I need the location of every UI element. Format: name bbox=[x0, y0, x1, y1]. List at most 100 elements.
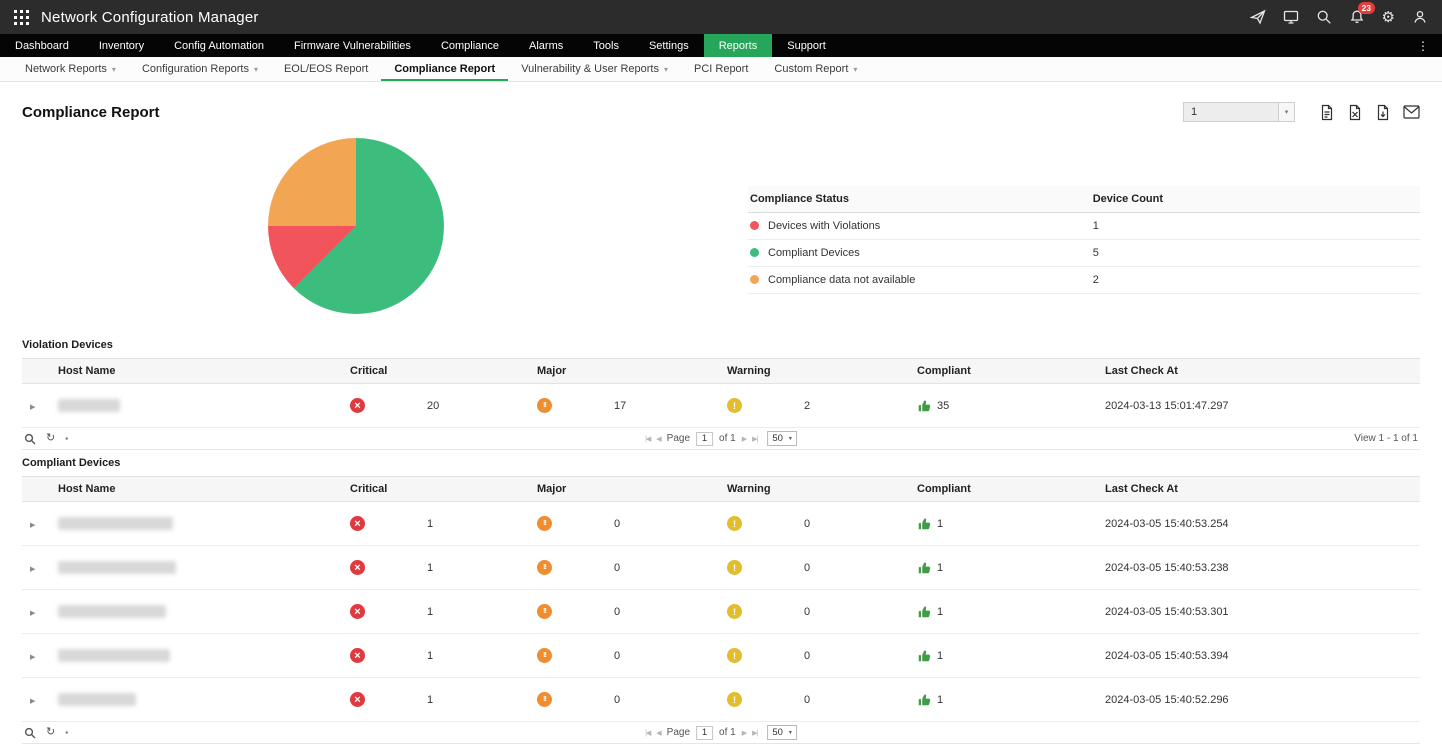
row-expand-icon[interactable]: ▶ bbox=[30, 565, 36, 573]
user-profile-icon[interactable] bbox=[1412, 9, 1428, 25]
critical-count: 1 bbox=[427, 693, 434, 706]
report-schedule-select[interactable]: 1 bbox=[1183, 102, 1279, 122]
warning-icon: ! bbox=[727, 560, 742, 575]
col-last-check-at: Last Check At bbox=[1097, 358, 1420, 384]
send-feedback-icon[interactable] bbox=[1249, 9, 1266, 25]
table-columns-icon[interactable]: ▪ bbox=[65, 728, 69, 737]
chevron-down-icon: ▾ bbox=[853, 64, 858, 74]
search-icon[interactable] bbox=[1316, 9, 1332, 25]
nav-item-settings[interactable]: Settings bbox=[648, 39, 689, 52]
nav-item-inventory[interactable]: Inventory bbox=[98, 39, 145, 52]
next-page-button[interactable]: ▶ bbox=[741, 729, 747, 737]
export-csv-icon[interactable] bbox=[1375, 104, 1391, 121]
subnav-item-vulnerability-user-reports[interactable]: Vulnerability & User Reports ▾ bbox=[508, 57, 681, 81]
nav-item-support[interactable]: Support bbox=[787, 39, 826, 52]
host-name-redacted bbox=[58, 605, 166, 618]
last-page-button[interactable]: ▶| bbox=[752, 729, 758, 737]
nav-item-config-automation[interactable]: Config Automation bbox=[174, 39, 264, 52]
next-page-button[interactable]: ▶ bbox=[741, 435, 747, 443]
subnav-item-custom-report[interactable]: Custom Report ▾ bbox=[761, 57, 870, 81]
col-warning: Warning bbox=[719, 476, 909, 502]
prev-page-button[interactable]: ◀ bbox=[656, 435, 661, 443]
compliant-count: 1 bbox=[937, 693, 944, 706]
subnav-item-eol-eos-report[interactable]: EOL/EOS Report bbox=[271, 57, 381, 81]
compliant-table-toolbar: ↻ ▪ |◀ ◀ Page 1 of 1 ▶ ▶| 50 ▾ bbox=[22, 722, 1420, 744]
table-columns-icon[interactable]: ▪ bbox=[65, 434, 69, 443]
critical-count: 1 bbox=[427, 517, 434, 530]
app-grid-icon[interactable] bbox=[14, 9, 29, 25]
compliance-chart-area: Compliance Status Device Count Devices w… bbox=[0, 126, 1442, 332]
critical-icon: × bbox=[350, 648, 365, 663]
notifications-bell-icon[interactable]: 23 bbox=[1349, 2, 1375, 25]
table-refresh-icon[interactable]: ↻ bbox=[46, 432, 56, 444]
major-count: 0 bbox=[614, 605, 621, 618]
nav-item-tools[interactable]: Tools bbox=[593, 39, 619, 52]
page-size-select[interactable]: 50 ▾ bbox=[767, 431, 797, 446]
violation-devices-title: Violation Devices bbox=[22, 339, 113, 351]
compliant-count: 1 bbox=[937, 605, 944, 618]
legend-color-dot bbox=[750, 275, 759, 284]
export-pdf-icon[interactable] bbox=[1319, 104, 1335, 121]
compliant-table-body: ▶ × 1!! 0! 0 1 2024-03-05 15:40:53.254 ▶ × 1!! 0! 0… bbox=[22, 501, 1420, 722]
subnav-item-label: Compliance Report bbox=[394, 63, 496, 75]
export-xls-icon[interactable] bbox=[1347, 104, 1363, 121]
major-count: 0 bbox=[614, 649, 621, 662]
main-nav-items: Dashboard Inventory Config Automation Firmw… bbox=[0, 34, 841, 57]
row-expand-icon[interactable]: ▶ bbox=[30, 403, 36, 411]
table-search-icon[interactable] bbox=[24, 727, 36, 739]
first-page-button[interactable]: |◀ bbox=[645, 435, 651, 443]
page-label: Page bbox=[666, 727, 691, 738]
compliant-pagination: |◀ ◀ Page 1 of 1 ▶ ▶| 50 ▾ bbox=[645, 725, 797, 740]
col-compliant: Compliant bbox=[909, 358, 1097, 384]
app-title: Network Configuration Manager bbox=[41, 8, 259, 26]
device-row: ▶ × 1!! 0! 0 1 2024-03-05 15:40:52.296 bbox=[22, 677, 1420, 722]
nav-item-reports[interactable]: Reports bbox=[703, 34, 773, 57]
settings-gear-icon[interactable]: ⚙ bbox=[1381, 8, 1395, 26]
violation-toolbar-icons: ↻ ▪ bbox=[22, 433, 68, 445]
violation-table-toolbar: ↻ ▪ |◀ ◀ Page 1 of 1 ▶ ▶| 50 ▾ View 1 - … bbox=[22, 428, 1420, 450]
device-row: ▶ × 1!! 0! 0 1 2024-03-05 15:40:53.254 bbox=[22, 501, 1420, 546]
row-expand-icon[interactable]: ▶ bbox=[30, 609, 36, 617]
table-search-icon[interactable] bbox=[24, 433, 36, 445]
first-page-button[interactable]: |◀ bbox=[645, 729, 651, 737]
prev-page-button[interactable]: ◀ bbox=[656, 729, 661, 737]
major-icon: !! bbox=[537, 604, 552, 619]
compliance-pie-chart[interactable] bbox=[268, 138, 444, 314]
subnav-item-label: Vulnerability & User Reports bbox=[521, 63, 659, 75]
device-row: ▶ × 1!! 0! 0 1 2024-03-05 15:40:53.394 bbox=[22, 633, 1420, 678]
main-nav: Dashboard Inventory Config Automation Firmw… bbox=[0, 34, 1442, 57]
page-size-select[interactable]: 50 ▾ bbox=[767, 725, 797, 740]
notification-badge: 23 bbox=[1358, 2, 1375, 14]
row-expand-icon[interactable]: ▶ bbox=[30, 653, 36, 661]
row-expand-icon[interactable]: ▶ bbox=[30, 697, 36, 705]
subnav-item-configuration-reports[interactable]: Configuration Reports ▾ bbox=[129, 57, 271, 81]
major-icon: !! bbox=[537, 692, 552, 707]
page-number-input[interactable]: 1 bbox=[696, 725, 714, 740]
report-actions: 1 ▾ bbox=[1183, 102, 1420, 122]
legend-color-dot bbox=[750, 248, 759, 257]
page-number-input[interactable]: 1 bbox=[696, 431, 714, 446]
device-row: ▶ × 20!! 17! 2 35 2024-03-13 15:01:47.297 bbox=[22, 383, 1420, 428]
subnav-item-label: Configuration Reports bbox=[141, 63, 249, 75]
nav-item-compliance[interactable]: Compliance bbox=[440, 39, 500, 52]
row-expand-icon[interactable]: ▶ bbox=[30, 521, 36, 529]
compliance-legend-table: Compliance Status Device Count Devices w… bbox=[748, 186, 1420, 294]
nav-item-dashboard[interactable]: Dashboard bbox=[15, 39, 69, 52]
critical-count: 1 bbox=[427, 649, 434, 662]
last-check-at: 2024-03-05 15:40:53.394 bbox=[1097, 633, 1420, 678]
subnav-item-pci-report[interactable]: PCI Report bbox=[681, 57, 761, 81]
email-report-icon[interactable] bbox=[1403, 105, 1420, 119]
report-select-dropdown-icon[interactable]: ▾ bbox=[1279, 102, 1295, 122]
compliant-count: 35 bbox=[937, 399, 950, 412]
table-refresh-icon[interactable]: ↻ bbox=[46, 726, 56, 738]
nav-item-alarms[interactable]: Alarms bbox=[529, 39, 564, 52]
subnav-item-label: Custom Report bbox=[774, 63, 849, 75]
nav-item-firmware-vulnerabilities[interactable]: Firmware Vulnerabilities bbox=[293, 39, 411, 52]
subnav-item-compliance-report[interactable]: Compliance Report bbox=[381, 57, 508, 81]
subnav-item-network-reports[interactable]: Network Reports ▾ bbox=[12, 57, 129, 81]
major-icon: !! bbox=[537, 516, 552, 531]
last-page-button[interactable]: ▶| bbox=[752, 435, 758, 443]
chevron-down-icon: ▾ bbox=[111, 64, 116, 74]
more-menu-icon[interactable]: ⋮ bbox=[1417, 38, 1429, 53]
remote-session-icon[interactable] bbox=[1283, 9, 1299, 25]
